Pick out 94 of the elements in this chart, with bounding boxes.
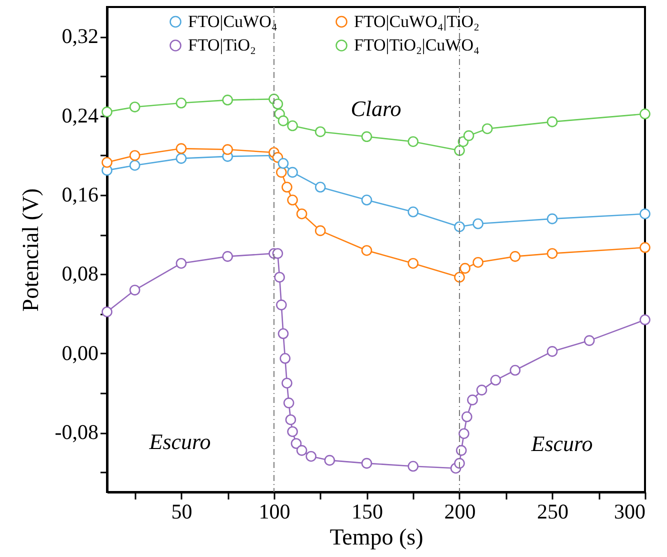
point <box>476 384 488 396</box>
point <box>472 256 484 268</box>
annotation: Escuro <box>148 429 211 454</box>
y-axis-title: Potencial (V) <box>18 188 43 312</box>
point <box>546 213 558 224</box>
point <box>314 126 326 138</box>
point <box>176 98 187 108</box>
point <box>456 445 467 456</box>
point <box>290 438 302 449</box>
y-tick-label: 0,00 <box>62 340 98 365</box>
point <box>129 160 140 171</box>
point <box>272 98 284 110</box>
point <box>584 335 595 346</box>
point <box>287 426 298 438</box>
point <box>102 306 112 318</box>
point <box>490 374 502 386</box>
point <box>408 206 418 218</box>
point <box>287 120 298 132</box>
point <box>546 248 558 259</box>
y-tick-label: 0,32 <box>62 24 98 48</box>
point <box>272 248 284 259</box>
point <box>287 194 298 206</box>
point <box>640 314 650 326</box>
x-tick-label: 250 <box>536 500 568 524</box>
y-tick-label: 0,16 <box>62 182 98 207</box>
annotation: Escuro <box>530 431 593 456</box>
point <box>454 272 465 283</box>
legend-label: FTO|CuWO₄ <box>188 12 278 31</box>
point <box>510 364 521 376</box>
legend-label: FTO|TiO₂ <box>188 36 256 54</box>
point <box>361 245 372 256</box>
point <box>306 450 316 462</box>
x-tick-label: 200 <box>444 500 476 524</box>
point <box>222 94 233 106</box>
point <box>408 258 418 269</box>
point <box>129 102 140 112</box>
point <box>408 460 418 472</box>
y-tick-label: 0,08 <box>62 262 98 286</box>
point <box>283 398 294 408</box>
y-tick-label: -0,08 <box>54 420 98 444</box>
x-tick-label: 300 <box>614 500 646 524</box>
point <box>296 208 308 220</box>
point <box>276 300 287 310</box>
point <box>282 378 292 389</box>
point <box>467 394 478 406</box>
point <box>314 182 326 193</box>
point <box>324 454 336 466</box>
point <box>640 208 650 220</box>
point <box>546 116 558 128</box>
y-tick-label: 0,24 <box>62 103 99 128</box>
point <box>278 115 289 126</box>
point <box>454 458 465 469</box>
point <box>129 284 140 296</box>
point <box>129 150 140 161</box>
legend-label: FTO|TiO₂|CuWO₄ <box>354 36 480 54</box>
point <box>408 136 418 147</box>
point <box>102 157 112 168</box>
point <box>454 145 465 156</box>
point <box>222 251 233 262</box>
point <box>176 258 187 269</box>
point <box>361 194 372 206</box>
x-tick-label: 100 <box>258 500 290 524</box>
point <box>296 445 308 456</box>
point <box>482 123 493 134</box>
x-tick-label: 150 <box>351 500 383 524</box>
point <box>280 352 290 364</box>
point <box>176 143 187 154</box>
point <box>361 458 372 469</box>
annotation: Claro <box>350 96 402 121</box>
point <box>460 262 470 274</box>
point <box>278 158 289 169</box>
point <box>285 414 296 426</box>
x-tick-label: 50 <box>171 500 192 524</box>
point <box>640 108 650 120</box>
point <box>454 221 465 232</box>
point <box>274 272 285 283</box>
point <box>176 153 187 164</box>
legend-label: FTO|CuWO₄|TiO₂ <box>354 12 480 31</box>
point <box>463 130 474 142</box>
point <box>640 242 650 253</box>
point <box>287 166 298 178</box>
x-axis-title: Tempo (s) <box>330 524 424 550</box>
point <box>510 251 521 262</box>
point <box>282 182 292 193</box>
point <box>222 144 233 155</box>
point <box>278 328 289 340</box>
point <box>546 346 558 357</box>
point <box>276 166 287 178</box>
point <box>462 411 472 422</box>
point <box>472 218 484 230</box>
point <box>102 106 112 118</box>
point <box>314 225 326 236</box>
point <box>458 428 470 439</box>
point <box>361 131 372 142</box>
